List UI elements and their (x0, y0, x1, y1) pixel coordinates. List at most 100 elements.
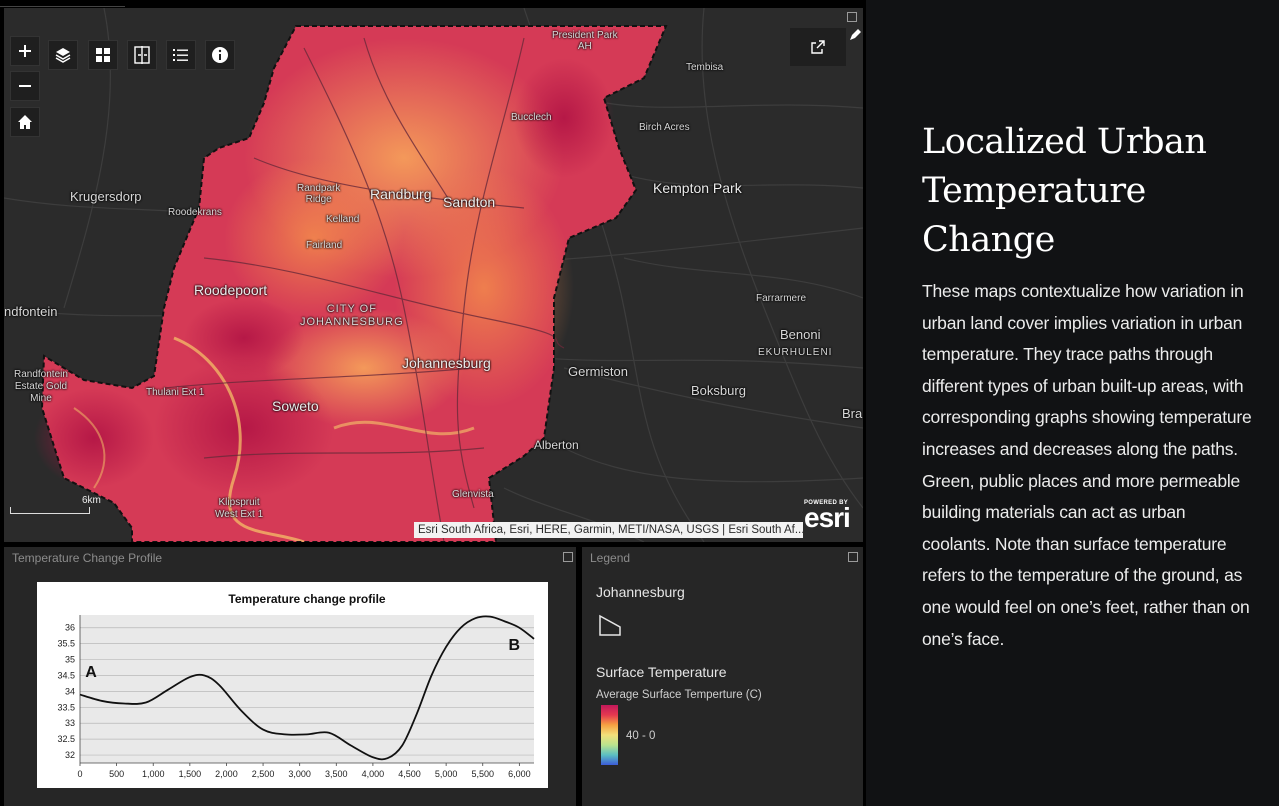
story-panel: Localized Urban Temperature Change These… (866, 0, 1279, 806)
map-label-farrarmere: Farrarmere (756, 293, 807, 304)
y-tick-label: 34 (65, 686, 75, 696)
map-label-bucclech: Bucclech (511, 112, 552, 123)
map-label-fairland: Fairland (306, 240, 343, 251)
minus-icon (19, 85, 31, 87)
map-label-randburg: Randburg (370, 186, 432, 202)
info-button[interactable] (205, 40, 235, 70)
legend-panel: Legend Johannesburg Surface Temperature … (582, 547, 863, 806)
map-label-johannesburg: Johannesburg (402, 355, 491, 371)
annotation-b: B (508, 637, 520, 654)
legend-range-label: 40 - 0 (626, 730, 656, 742)
home-button[interactable] (10, 107, 40, 137)
map-label-randfontein-estate: Randfontein Estate Gold Mine (14, 369, 68, 404)
legend-color-ramp (601, 705, 618, 765)
layers-icon (55, 48, 71, 63)
temperature-profile-line (79, 615, 535, 761)
scale-bar (10, 507, 90, 514)
map-label-germiston: Germiston (568, 364, 628, 379)
x-tick-label: 4,500 (398, 769, 421, 779)
map-label-ekurhuleni: EKURHULENI (758, 347, 833, 358)
home-icon (18, 115, 32, 129)
map-label-glenvista: Glenvista (452, 489, 494, 500)
map-label-randfontein: ndfontein (4, 304, 58, 319)
heat-texture (34, 38, 614, 542)
temperature-profile-panel: Temperature Change Profile 32 32.5 33 33.5 3… (4, 547, 576, 806)
map-maximize-button[interactable] (847, 12, 857, 22)
story-title: Localized Urban Temperature Change (922, 122, 1207, 260)
y-tick-label: 33 (65, 718, 75, 728)
y-tick-label: 35 (65, 655, 75, 665)
info-icon (212, 47, 228, 63)
y-tick-label: 32 (65, 750, 75, 760)
map-label-krugersdorp: Krugersdorp (70, 189, 142, 204)
x-tick-label: 3,000 (288, 769, 311, 779)
x-tick-label: 3,500 (325, 769, 348, 779)
x-tick-label: 2,500 (252, 769, 275, 779)
legend-panel-maximize-button[interactable] (848, 552, 858, 562)
legend-field-label: Average Surface Temperture (C) (596, 689, 762, 701)
swipe-button[interactable] (127, 40, 157, 70)
map-label-kempton-park: Kempton Park (653, 180, 742, 196)
x-tick-label: 1,500 (179, 769, 202, 779)
map-label-soweto: Soweto (272, 398, 319, 414)
zoom-out-button[interactable] (10, 71, 40, 101)
y-tick-label: 35.5 (57, 639, 75, 649)
map-label-boksburg: Boksburg (691, 383, 746, 398)
polygon-symbol-icon (599, 614, 621, 636)
y-tick-label: 32.5 (57, 734, 75, 744)
legend-panel-header: Legend (590, 551, 631, 565)
plus-icon (19, 45, 31, 57)
map-label-roodepoort: Roodepoort (194, 282, 268, 298)
x-tick-label: 6,000 (508, 769, 531, 779)
map-attribution[interactable]: Esri South Africa, Esri, HERE, Garmin, M… (414, 522, 803, 538)
legend-list-button[interactable] (166, 40, 196, 70)
esri-powered-by: POWERED BY (804, 500, 849, 506)
map-label-alberton: Alberton (534, 438, 579, 452)
swipe-icon (134, 46, 150, 64)
chart-panel-header: Temperature Change Profile (12, 551, 163, 565)
map-label-president-park: President Park AH (552, 30, 618, 52)
x-tick-label: 5,500 (471, 769, 494, 779)
x-tick-label: 5,000 (435, 769, 458, 779)
pencil-icon[interactable] (848, 28, 862, 42)
map-label-klipspruit: Klipspruit West Ext 1 (215, 497, 264, 520)
map-canvas[interactable] (4, 8, 863, 542)
plot-area (80, 615, 534, 763)
story-body: These maps contextualize how variation i… (922, 281, 1252, 649)
map-label-randpark-ridge: Randpark Ridge (297, 183, 341, 205)
x-tick-label: 0 (77, 769, 82, 779)
legend-layer-name: Johannesburg (596, 584, 685, 600)
layers-button[interactable] (48, 40, 78, 70)
zoom-in-button[interactable] (10, 36, 40, 66)
open-external-button[interactable] (790, 28, 846, 66)
map-label-birch-acres: Birch Acres (639, 122, 690, 133)
map-view[interactable]: President Park AH Tembisa Bucclech Birch… (4, 8, 863, 542)
legend-section-title: Surface Temperature (596, 664, 727, 680)
map-label-roodekrans: Roodekrans (168, 207, 222, 218)
map-label-sandton: Sandton (443, 194, 496, 210)
scale-label: 6km (82, 495, 101, 506)
temperature-profile-chart: 32 32.5 33 33.5 34 34.5 35 35.5 36 0 500 1,000 1,500… (57, 592, 535, 779)
list-icon (173, 49, 188, 61)
y-tick-label: 33.5 (57, 702, 75, 712)
y-tick-label: 36 (65, 623, 75, 633)
top-strip-divider (0, 6, 125, 7)
external-link-icon (811, 40, 825, 54)
y-tick-label: 34.5 (57, 670, 75, 680)
municipal-boundary (40, 25, 668, 542)
esri-logo[interactable]: POWERED BY esri (804, 500, 851, 533)
chart-title: Temperature change profile (228, 592, 385, 606)
chart-frame: 32 32.5 33 33.5 34 34.5 35 35.5 36 0 500 1,000 1,500… (37, 582, 548, 788)
esri-wordmark: esri (804, 502, 851, 533)
basemap-gallery-button[interactable] (88, 40, 118, 70)
x-tick-label: 1,000 (142, 769, 165, 779)
map-label-benoni: Benoni (780, 327, 821, 342)
x-tick-label: 4,000 (362, 769, 385, 779)
chart-panel-maximize-button[interactable] (563, 552, 573, 562)
map-label-thulani: Thulani Ext 1 (146, 387, 205, 398)
map-label-tembisa: Tembisa (686, 62, 724, 73)
annotation-a: A (85, 664, 97, 681)
city-roads (163, 37, 565, 542)
map-label-bra: Bra (842, 406, 863, 421)
grid-icon (96, 48, 110, 62)
